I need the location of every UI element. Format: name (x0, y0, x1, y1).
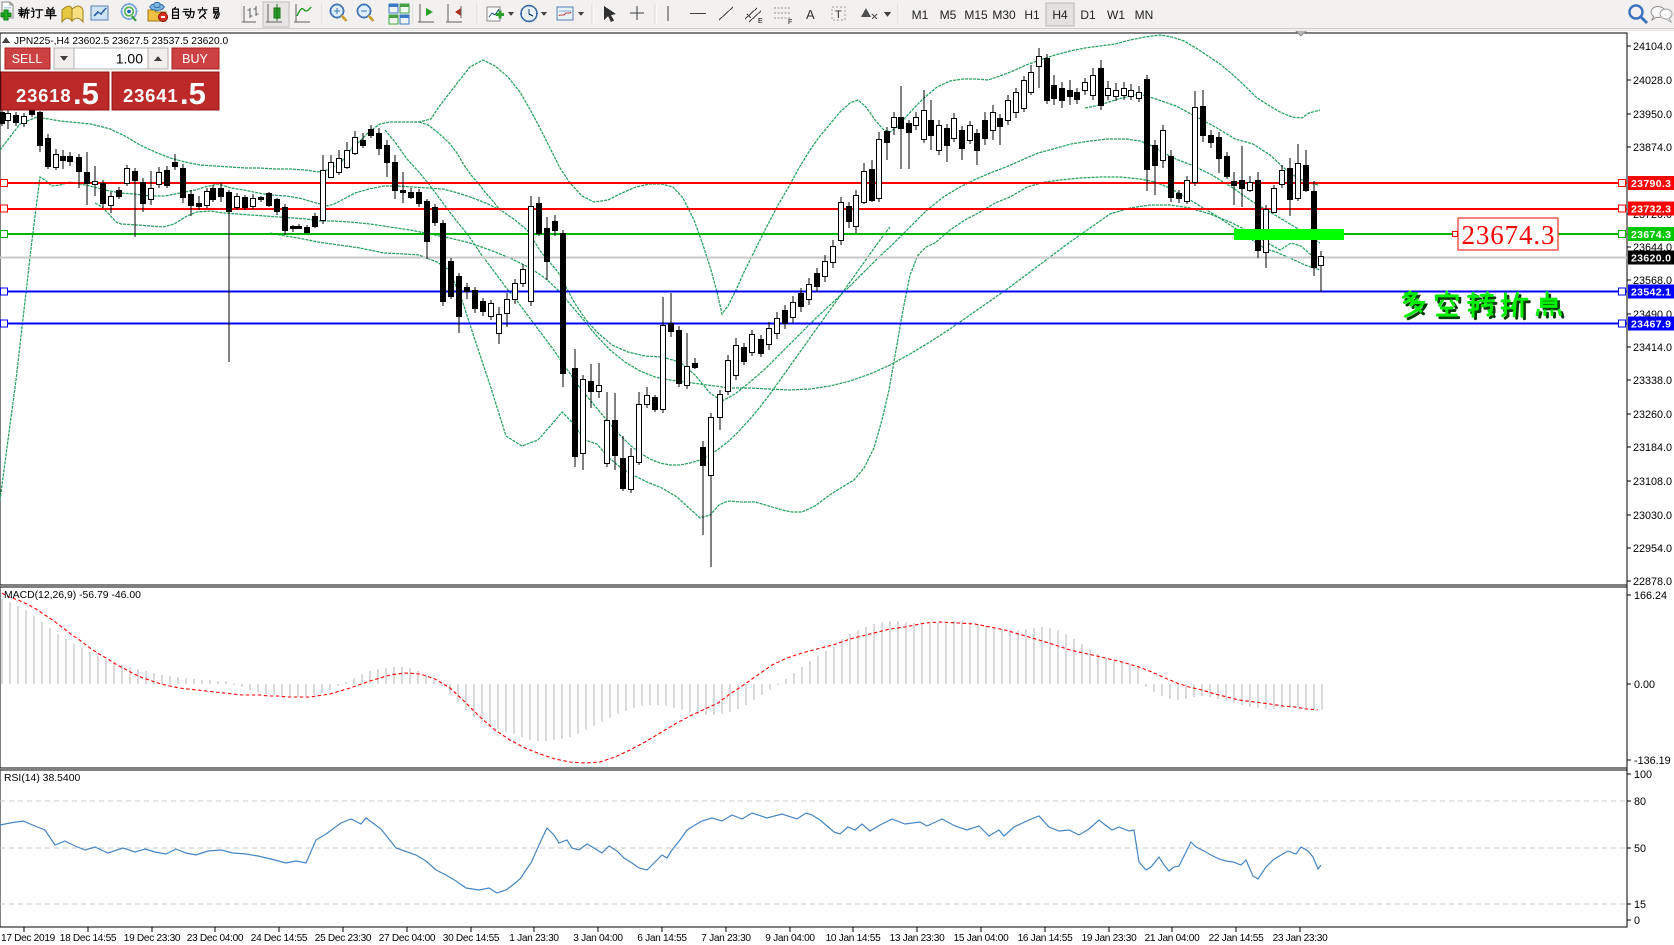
svg-text:MN: MN (1135, 8, 1154, 22)
svg-text:23542.1: 23542.1 (1631, 286, 1671, 298)
svg-text:25 Dec 23:30: 25 Dec 23:30 (315, 933, 372, 944)
svg-text:RSI(14) 38.5400: RSI(14) 38.5400 (4, 773, 80, 784)
svg-text:24 Dec 14:55: 24 Dec 14:55 (251, 933, 308, 944)
svg-text:E: E (758, 18, 763, 25)
svg-text:23 Dec 04:00: 23 Dec 04:00 (187, 933, 244, 944)
svg-text:22 Jan 14:55: 22 Jan 14:55 (1209, 933, 1264, 944)
svg-text:23 Jan 23:30: 23 Jan 23:30 (1273, 933, 1328, 944)
svg-text:.5: .5 (73, 76, 99, 111)
svg-text:M5: M5 (940, 8, 957, 22)
svg-text:24028.0: 24028.0 (1633, 75, 1672, 87)
svg-text:80: 80 (1634, 796, 1646, 808)
svg-text:MACD(12,26,9) -56.79 -46.00: MACD(12,26,9) -56.79 -46.00 (4, 590, 141, 601)
svg-text:A: A (806, 7, 815, 22)
svg-text:M30: M30 (992, 8, 1016, 22)
svg-text:21 Jan 04:00: 21 Jan 04:00 (1145, 933, 1200, 944)
svg-text:23674.3: 23674.3 (1462, 220, 1555, 250)
svg-text:13 Jan 23:30: 13 Jan 23:30 (890, 933, 945, 944)
svg-text:M15: M15 (964, 8, 988, 22)
svg-text:BUY: BUY (182, 52, 208, 66)
svg-text:18 Dec 14:55: 18 Dec 14:55 (60, 933, 117, 944)
svg-text:50: 50 (1634, 843, 1646, 855)
svg-text:T: T (835, 9, 842, 21)
svg-text:6 Jan 14:55: 6 Jan 14:55 (637, 933, 687, 944)
svg-text:23108.0: 23108.0 (1633, 476, 1672, 488)
svg-text:W1: W1 (1107, 8, 1125, 22)
svg-text:15: 15 (1634, 899, 1646, 911)
svg-text:23790.3: 23790.3 (1631, 178, 1671, 190)
svg-text:22878.0: 22878.0 (1633, 576, 1672, 588)
svg-text:23568.0: 23568.0 (1633, 275, 1672, 287)
svg-text:.5: .5 (180, 76, 206, 111)
svg-text:0: 0 (1634, 915, 1640, 927)
svg-text:3 Jan 04:00: 3 Jan 04:00 (573, 933, 623, 944)
svg-text:23674.3: 23674.3 (1631, 229, 1671, 241)
svg-text:F: F (788, 19, 792, 26)
svg-text:23732.3: 23732.3 (1631, 204, 1671, 216)
svg-text:M1: M1 (912, 8, 929, 22)
svg-text:H4: H4 (1052, 8, 1068, 22)
svg-text:-136.19: -136.19 (1634, 755, 1671, 767)
svg-text:100: 100 (1634, 769, 1652, 781)
svg-text:19 Jan 23:30: 19 Jan 23:30 (1082, 933, 1137, 944)
svg-text:24104.0: 24104.0 (1633, 41, 1672, 53)
svg-text:15 Jan 04:00: 15 Jan 04:00 (954, 933, 1009, 944)
svg-text:1 Jan 23:30: 1 Jan 23:30 (509, 933, 559, 944)
svg-text:23620.0: 23620.0 (1631, 252, 1671, 264)
svg-text:23618: 23618 (16, 85, 71, 106)
svg-text:23641: 23641 (123, 85, 178, 106)
svg-text:23414.0: 23414.0 (1633, 342, 1672, 354)
svg-text:SELL: SELL (12, 52, 43, 66)
svg-text:23950.0: 23950.0 (1633, 109, 1672, 121)
svg-text:30 Dec 14:55: 30 Dec 14:55 (443, 933, 500, 944)
svg-text:D1: D1 (1080, 8, 1096, 22)
svg-text:27 Dec 04:00: 27 Dec 04:00 (379, 933, 436, 944)
svg-text:23030.0: 23030.0 (1633, 510, 1672, 522)
svg-text:23260.0: 23260.0 (1633, 409, 1672, 421)
svg-text:7 Jan 23:30: 7 Jan 23:30 (701, 933, 751, 944)
svg-text:JPN225-,H4 23602.5 23627.5 23: JPN225-,H4 23602.5 23627.5 23537.5 23620… (14, 36, 228, 47)
svg-text:166.24: 166.24 (1634, 590, 1667, 602)
svg-text:1.00: 1.00 (116, 51, 143, 67)
svg-text:23874.0: 23874.0 (1633, 142, 1672, 154)
svg-text:9 Jan 04:00: 9 Jan 04:00 (765, 933, 815, 944)
svg-text:23338.0: 23338.0 (1633, 375, 1672, 387)
svg-text:23184.0: 23184.0 (1633, 442, 1672, 454)
svg-text:16 Jan 14:55: 16 Jan 14:55 (1018, 933, 1073, 944)
svg-text:0.00: 0.00 (1634, 679, 1655, 691)
svg-text:H1: H1 (1024, 8, 1040, 22)
svg-text:19 Dec 23:30: 19 Dec 23:30 (124, 933, 181, 944)
svg-text:23467.9: 23467.9 (1631, 319, 1671, 331)
svg-text:17 Dec 2019: 17 Dec 2019 (1, 933, 56, 944)
svg-text:22954.0: 22954.0 (1633, 543, 1672, 555)
svg-text:10 Jan 14:55: 10 Jan 14:55 (826, 933, 881, 944)
